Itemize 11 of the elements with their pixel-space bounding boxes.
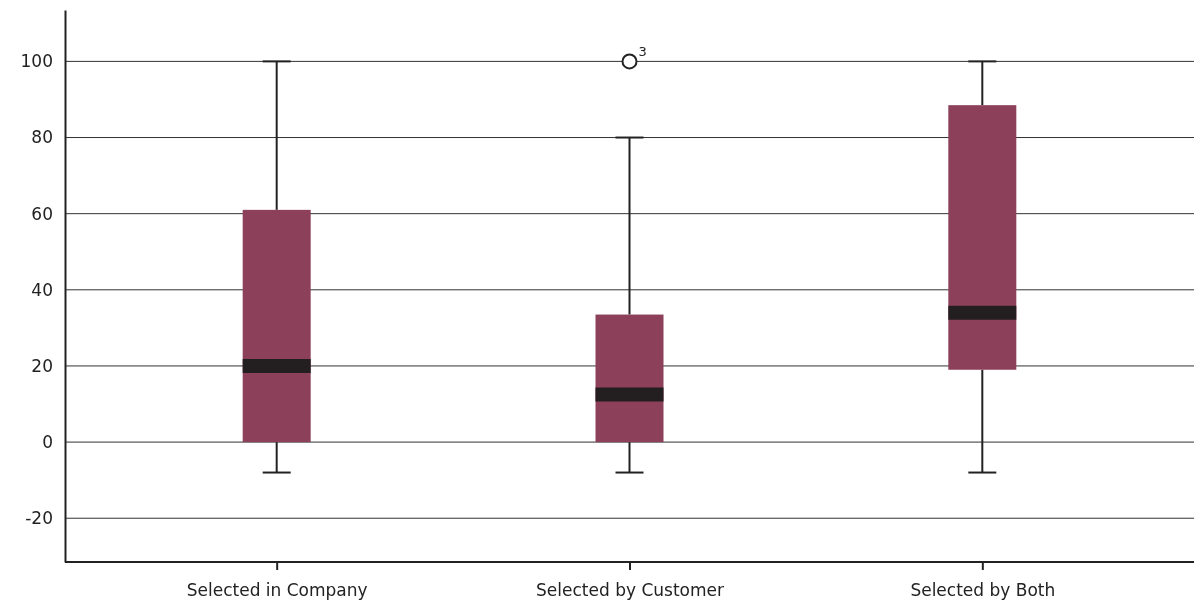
y-tick-label: 60	[31, 203, 53, 224]
x-tick-label: Selected by Both	[910, 580, 1056, 601]
x-tick-label: Selected in Company	[186, 580, 368, 601]
y-tick-label: -20	[25, 508, 53, 529]
y-tick-label: 0	[42, 432, 53, 453]
y-tick-label: 100	[20, 51, 53, 72]
y-tick-label: 20	[31, 355, 53, 376]
y-tick-label: 40	[31, 279, 53, 300]
annotation: 3	[638, 44, 647, 60]
x-tick-label: Selected by Customer	[536, 580, 724, 601]
y-tick-label: 80	[31, 127, 53, 148]
